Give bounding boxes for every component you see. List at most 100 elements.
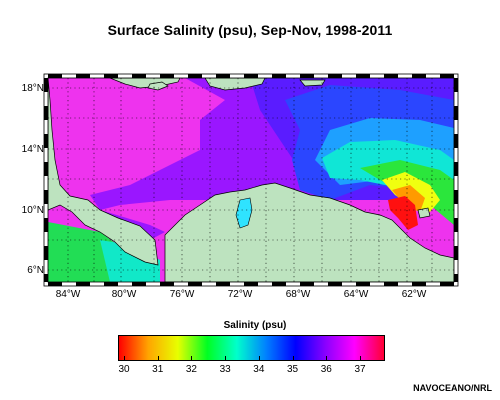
lon-label-76w: 76°W bbox=[170, 289, 195, 300]
frame-segment bbox=[454, 134, 458, 148]
frame-segment bbox=[454, 92, 458, 106]
frame-segment bbox=[384, 282, 398, 286]
lake-maracaibo bbox=[235, 197, 253, 229]
map-title: Surface Salinity (psu), Sep-Nov, 1998-20… bbox=[107, 22, 393, 38]
frame-segment bbox=[384, 74, 398, 78]
frame-segment bbox=[146, 74, 160, 78]
frame-segment bbox=[342, 74, 356, 78]
land-south-america bbox=[164, 182, 454, 282]
frame-segment bbox=[454, 274, 458, 282]
pacific-green bbox=[48, 222, 118, 282]
frame-segment bbox=[160, 282, 174, 286]
frame-segment bbox=[104, 74, 118, 78]
lon-label-84w: 84°W bbox=[56, 289, 81, 300]
frame-segment bbox=[90, 74, 104, 78]
colorbar-title: Salinity (psu) bbox=[223, 320, 287, 331]
frame-segment bbox=[44, 260, 48, 274]
frame-segment bbox=[314, 74, 328, 78]
colorbar-tick-mark bbox=[225, 356, 227, 361]
colorbar-tick-mark bbox=[292, 356, 294, 361]
land-puerto-rico bbox=[299, 79, 326, 87]
frame-segment bbox=[440, 74, 454, 78]
colorbar-tick-label: 37 bbox=[354, 364, 366, 375]
frame-segment bbox=[244, 74, 258, 78]
frame-segment bbox=[454, 204, 458, 218]
frame-segment bbox=[454, 106, 458, 120]
frame-segment bbox=[160, 74, 174, 78]
frame-segment bbox=[412, 74, 426, 78]
frame-segment bbox=[454, 176, 458, 190]
frame-segment bbox=[300, 282, 314, 286]
frame-segment bbox=[44, 190, 48, 204]
frame-segment bbox=[216, 282, 230, 286]
frame-segment bbox=[62, 74, 76, 78]
colorbar-tick-label: 31 bbox=[152, 364, 164, 375]
frame-segment bbox=[44, 120, 48, 134]
frame-outline bbox=[43, 73, 459, 287]
frame-segment bbox=[272, 282, 286, 286]
frame-segment bbox=[44, 148, 48, 162]
frame-segment bbox=[146, 282, 160, 286]
salinity-map: 18°N 14°N 10°N 6°N 84°W 80°W 76°W 72°W 6… bbox=[22, 73, 459, 300]
frame-segment bbox=[370, 74, 384, 78]
frame-segment bbox=[398, 74, 412, 78]
colorbar-tick-label: 36 bbox=[320, 364, 332, 375]
frame-segment bbox=[426, 282, 440, 286]
frame-segment bbox=[202, 282, 216, 286]
frame-segment bbox=[44, 92, 48, 106]
colorbar-tick-label: 32 bbox=[185, 364, 197, 375]
frame-segment bbox=[230, 282, 244, 286]
frame-segment bbox=[286, 74, 300, 78]
frame-segment bbox=[258, 282, 272, 286]
frame-segment bbox=[454, 162, 458, 176]
frame-segment bbox=[174, 282, 188, 286]
frame-segment bbox=[118, 282, 132, 286]
land-hispaniola bbox=[204, 78, 266, 91]
colorbar-tick-label: 33 bbox=[219, 364, 231, 375]
frame-segment bbox=[286, 282, 300, 286]
colorbar-tick-label: 35 bbox=[287, 364, 299, 375]
frame-segment bbox=[44, 78, 48, 92]
frame-segment bbox=[454, 246, 458, 260]
frame-segment bbox=[76, 74, 90, 78]
frame-segment bbox=[174, 74, 188, 78]
frame-segment bbox=[44, 232, 48, 246]
frame-segment bbox=[454, 78, 458, 92]
lon-label-80w: 80°W bbox=[112, 289, 137, 300]
colorbar-tick-mark bbox=[326, 356, 328, 361]
frame-segment bbox=[454, 218, 458, 232]
colorbar-tick-mark bbox=[360, 356, 361, 361]
frame-inner-outline bbox=[47, 77, 455, 283]
lat-label-14n: 14°N bbox=[22, 144, 44, 155]
colorbar bbox=[118, 335, 385, 361]
frame-segment bbox=[44, 204, 48, 218]
lon-label-62w: 62°W bbox=[402, 289, 427, 300]
colorbar-tick-label: 34 bbox=[253, 364, 265, 375]
frame-segment bbox=[328, 74, 342, 78]
frame-segment bbox=[44, 274, 48, 282]
frame-segment bbox=[132, 282, 146, 286]
frame-segment bbox=[90, 282, 104, 286]
frame-segment bbox=[48, 74, 62, 78]
land-trinidad bbox=[417, 207, 431, 219]
lat-label-10n: 10°N bbox=[22, 205, 44, 216]
lon-label-72w: 72°W bbox=[228, 289, 253, 300]
frame-segment bbox=[118, 74, 132, 78]
frame-segment bbox=[44, 134, 48, 148]
frame-segment bbox=[454, 148, 458, 162]
map-frame bbox=[43, 73, 459, 287]
frame-segment bbox=[370, 282, 384, 286]
frame-segment bbox=[440, 282, 454, 286]
frame-segment bbox=[188, 282, 202, 286]
frame-segment bbox=[44, 106, 48, 120]
frame-segment bbox=[44, 162, 48, 176]
frame-segment bbox=[300, 74, 314, 78]
frame-segment bbox=[412, 282, 426, 286]
frame-segment bbox=[44, 246, 48, 260]
frame-segment bbox=[426, 74, 440, 78]
frame-segment bbox=[216, 74, 230, 78]
colorbar-tick-mark bbox=[191, 356, 193, 361]
frame-segment bbox=[132, 74, 146, 78]
frame-segment bbox=[454, 260, 458, 274]
lon-label-64w: 64°W bbox=[344, 289, 369, 300]
